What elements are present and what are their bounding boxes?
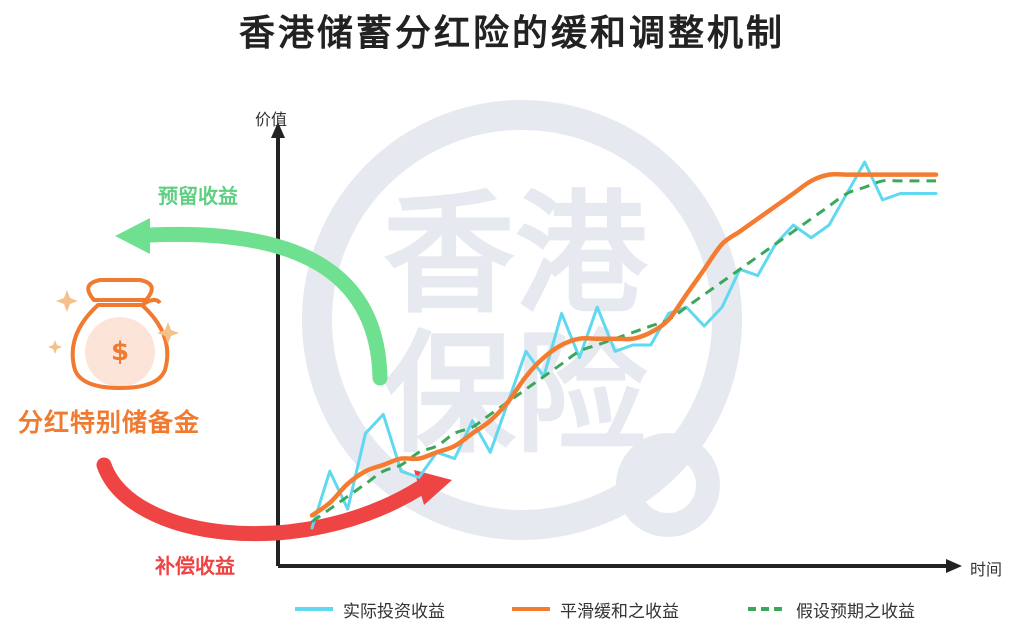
compensate-label: 补偿收益 (155, 554, 235, 578)
legend-swatch-smoothed (512, 607, 550, 611)
y-axis-arrow (271, 122, 285, 138)
series-smoothed-line (309, 171, 939, 518)
svg-text:$: $ (111, 337, 129, 367)
x-axis-arrow (946, 559, 962, 573)
legend-item-assumed: 假设预期之收益 (748, 596, 915, 622)
legend-swatch-assumed (748, 607, 786, 611)
money-bag-icon: $ (70, 278, 170, 390)
series-actual-line (310, 160, 938, 530)
chart-title: 香港储蓄分红险的缓和调整机制 (238, 13, 785, 54)
sparkle-icon (48, 290, 179, 354)
series-layer (309, 160, 939, 530)
legend-item-actual: 实际投资收益 (295, 596, 445, 622)
retain-arrow (115, 218, 388, 386)
legend-item-smoothed: 平滑缓和之收益 (512, 596, 679, 622)
legend-swatch-actual (295, 607, 333, 611)
compensate-arrow (96, 457, 452, 541)
x-axis-label: 时间 (970, 560, 1003, 579)
reserve-label: 分红特别储备金 (18, 408, 201, 437)
series-assumed-line (311, 178, 936, 523)
legend-label-smoothed: 平滑缓和之收益 (560, 601, 679, 622)
legend-label-actual: 实际投资收益 (343, 601, 445, 622)
y-axis-label: 价值 (255, 110, 288, 129)
legend-label-assumed: 假设预期之收益 (796, 601, 915, 622)
retain-label: 预留收益 (158, 184, 238, 208)
axes (271, 122, 962, 573)
watermark-text-1: 香港 (383, 178, 649, 332)
legend: 实际投资收益 平滑缓和之收益 假设预期之收益 (0, 596, 1024, 626)
